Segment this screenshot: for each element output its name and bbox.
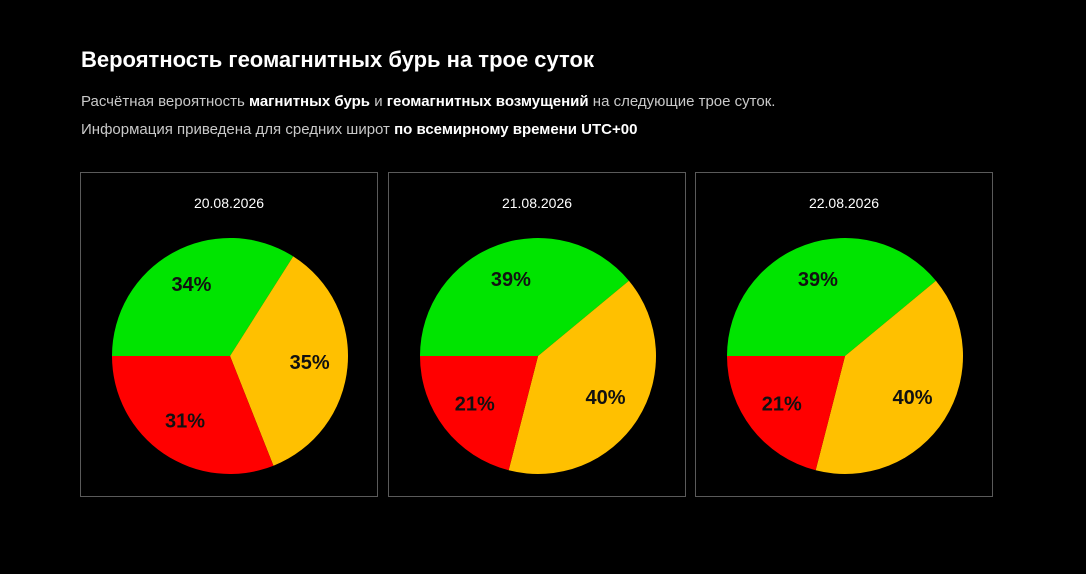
description-line-2: Информация приведена для средних широт п… [81,121,637,138]
pie-slice-label: 21% [762,393,802,415]
pie-chart-day-3: 39% 40% 21% [727,237,964,474]
pie-slice-label: 31% [165,410,205,432]
description-text: и [370,93,387,110]
pie-slice-label: 35% [290,352,330,374]
description-line-1: Расчётная вероятность магнитных бурь и г… [81,93,775,110]
pie-slice-yellow [230,256,348,466]
description-text: Информация приведена для средних широт [81,121,395,138]
page-title: Вероятность геомагнитных бурь на трое су… [81,47,594,72]
pie-slice-red [727,356,845,471]
forecast-panel-day-2: 39% 40% 21% 21.08.2026 [388,172,686,497]
pie-slice-red [112,356,274,474]
pie-slice-label: 40% [586,387,626,409]
pie-slice-label: 21% [455,393,495,415]
pie-chart-day-2: 39% 40% 21% [420,237,657,474]
description-text: Расчётная вероятность [81,93,249,110]
forecast-date: 20.08.2026 [193,195,265,211]
forecast-date: 21.08.2026 [501,195,573,211]
description-bold-text: по всемирному времени UTC+00 [394,121,638,138]
pie-slice-green [420,237,629,356]
pie-slice-red [420,356,538,471]
forecast-panel-day-1: 34% 35% 31% 20.08.2026 [80,172,378,497]
forecast-panel-day-3: 39% 40% 21% 22.08.2026 [695,172,993,497]
pie-slice-yellow [508,280,657,474]
pie-slice-label: 40% [893,387,933,409]
pie-slice-yellow [815,280,964,474]
description-text: на следующие трое суток. [588,93,776,110]
pie-chart-day-1: 34% 35% 31% [112,237,348,474]
forecast-panels: 34% 35% 31% 20.08.2026 39% 40% 21% 21.08.202… [80,172,995,499]
pie-slice-label: 34% [171,274,211,296]
description-bold-text: геомагнитных возмущений [386,93,589,110]
forecast-date: 22.08.2026 [808,195,880,211]
pie-slice-green [727,237,936,356]
pie-slice-green [112,237,294,356]
pie-slice-label: 39% [798,269,838,291]
description-bold-text: магнитных бурь [248,93,371,110]
pie-slice-label: 39% [491,269,531,291]
